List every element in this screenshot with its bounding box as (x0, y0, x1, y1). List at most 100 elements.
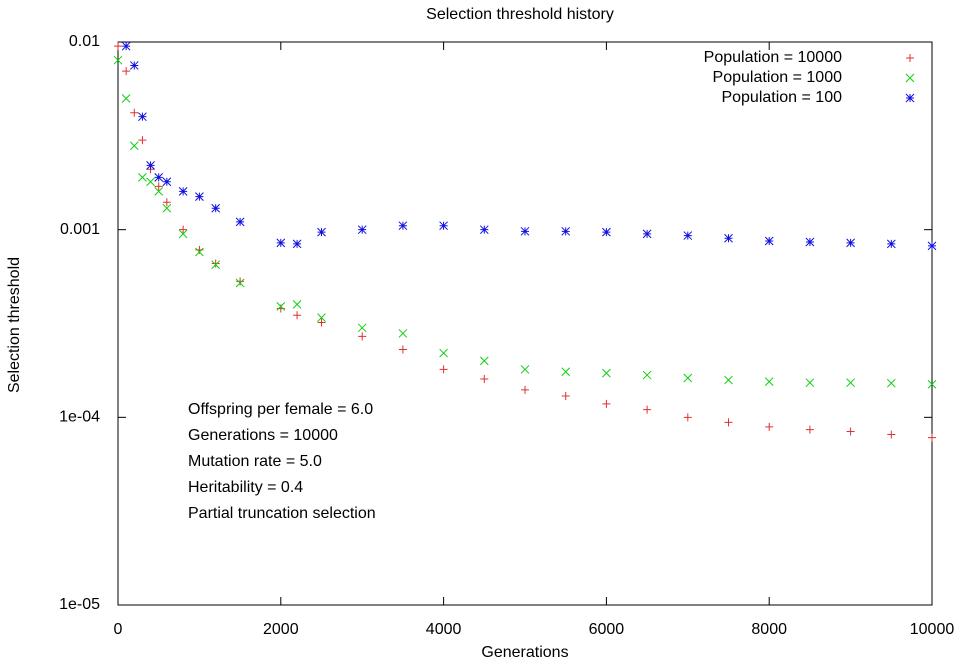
point (179, 225, 188, 234)
point (886, 239, 896, 249)
point (602, 368, 611, 378)
y-axis-label: Selection threshold (6, 257, 23, 393)
point (683, 373, 693, 383)
point (886, 378, 896, 388)
point (138, 112, 147, 122)
point (154, 173, 164, 182)
point (846, 378, 855, 388)
point (724, 375, 733, 385)
point (602, 399, 611, 408)
point (642, 370, 652, 380)
y-tick-label: 1e-05 (59, 596, 100, 613)
point (846, 238, 855, 248)
point (642, 229, 652, 239)
annotation: Heritability = 0.4 (188, 479, 303, 496)
point (683, 413, 692, 422)
point (292, 239, 302, 249)
annotation: Generations = 10000 (188, 427, 338, 444)
point (479, 225, 489, 235)
point (805, 425, 814, 434)
legend-marker (905, 93, 915, 103)
point (764, 377, 774, 386)
point (121, 94, 131, 103)
x-tick-label: 10000 (910, 621, 955, 638)
point (138, 136, 147, 145)
point (154, 182, 163, 191)
point (195, 192, 204, 201)
point (765, 422, 774, 431)
y-tick-label: 0.01 (69, 33, 100, 50)
point (358, 332, 367, 341)
point (236, 277, 245, 286)
point (162, 198, 171, 207)
y-tick-label: 0.001 (60, 221, 100, 238)
point (521, 385, 529, 394)
point (846, 427, 855, 436)
legend-marker (906, 54, 914, 62)
point (357, 323, 367, 333)
point (439, 348, 448, 358)
point (178, 187, 188, 196)
point (130, 108, 139, 117)
point (317, 227, 326, 237)
point (439, 365, 448, 374)
point (439, 221, 448, 231)
plot-frame (117, 41, 933, 606)
point (292, 299, 302, 309)
point (764, 236, 774, 246)
point (724, 418, 733, 427)
point (211, 260, 221, 270)
point (520, 226, 530, 236)
point (887, 430, 896, 439)
point (643, 405, 652, 414)
point (146, 161, 155, 170)
legend-label: Population = 10000 (704, 49, 842, 66)
point (317, 313, 326, 322)
point (293, 311, 302, 320)
point (398, 329, 408, 338)
legend-label: Population = 100 (721, 89, 842, 106)
point (805, 378, 815, 388)
point (121, 41, 131, 51)
point (927, 241, 937, 251)
point (561, 226, 571, 236)
point (211, 259, 220, 268)
point (129, 61, 139, 70)
point (480, 375, 489, 384)
point (113, 55, 123, 65)
x-axis-label: Generations (481, 644, 568, 661)
point (561, 367, 571, 377)
annotation: Partial truncation selection (188, 505, 376, 522)
point (357, 225, 367, 235)
point (276, 302, 286, 311)
x-tick-label: 4000 (426, 621, 462, 638)
point (235, 278, 245, 288)
point (561, 391, 570, 400)
legend-label: Population = 1000 (713, 69, 843, 86)
point (154, 187, 164, 196)
point (479, 356, 489, 366)
annotation: Mutation rate = 5.0 (188, 453, 322, 470)
point (805, 237, 815, 247)
point (162, 177, 172, 187)
point (683, 231, 693, 240)
point (317, 318, 326, 327)
x-tick-label: 8000 (751, 621, 787, 638)
point (129, 141, 139, 151)
point (195, 247, 204, 257)
point (138, 173, 147, 182)
point (162, 203, 172, 213)
annotation: Offspring per female = 6.0 (188, 401, 373, 418)
point (114, 42, 122, 51)
point (178, 229, 188, 239)
point (276, 238, 286, 248)
x-tick-label: 6000 (589, 621, 625, 638)
legend-marker (905, 73, 915, 83)
x-tick-label: 0 (114, 621, 123, 638)
point (520, 365, 530, 374)
y-tick-label: 1e-04 (59, 409, 100, 426)
point (146, 177, 155, 187)
point (211, 203, 221, 213)
point (928, 433, 936, 442)
point (235, 217, 245, 227)
